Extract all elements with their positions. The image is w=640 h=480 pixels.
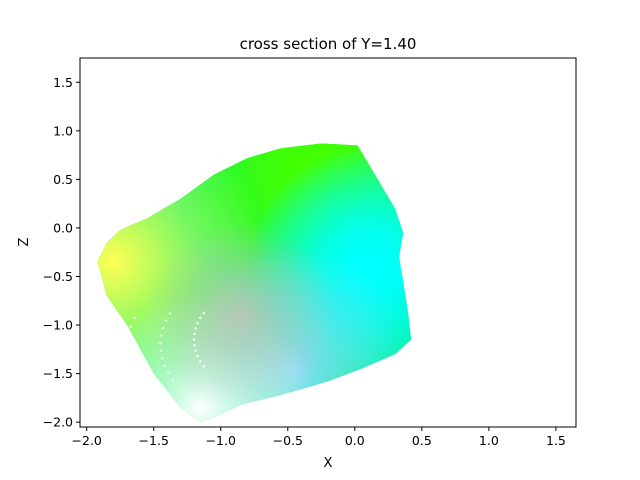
gap-dot	[199, 360, 202, 363]
gap-dot	[130, 373, 134, 376]
y-tick-label: 1.0	[53, 123, 73, 138]
gap-dot	[126, 335, 130, 338]
gap-dot	[159, 349, 163, 353]
x-tick-label: −1.0	[206, 433, 236, 448]
x-axis-label: X	[324, 456, 333, 471]
gap-dot	[129, 325, 132, 329]
x-axis: −2.0 −1.5 −1.0 −0.5 0.0 0.5 1.0 1.5	[72, 427, 566, 448]
gap-dot	[193, 343, 196, 347]
gap-dot	[126, 354, 129, 357]
color-blend	[97, 143, 412, 423]
gap-dot	[168, 312, 172, 315]
y-tick-label: −2.0	[43, 415, 73, 430]
gap-dot	[125, 344, 129, 348]
gap-dot	[196, 321, 199, 325]
gap-dot	[133, 316, 136, 319]
color-region	[97, 143, 412, 423]
plot-frame	[79, 57, 577, 428]
gap-dot	[167, 371, 170, 375]
y-tick-label: −0.5	[43, 269, 73, 284]
x-tick-label: 1.0	[479, 433, 499, 448]
y-axis: −2.0 −1.5 −1.0 −0.5 0.0 0.5 1.0 1.5	[43, 75, 80, 430]
gap-dot	[199, 316, 202, 320]
gap-dot	[202, 365, 206, 368]
y-tick-label: 1.5	[53, 75, 73, 90]
gap-dot	[161, 326, 165, 330]
gap-dot	[171, 378, 175, 381]
x-tick-label: −1.5	[139, 433, 169, 448]
x-tick-label: 1.5	[546, 433, 566, 448]
gap-dot	[163, 364, 167, 367]
y-tick-label: 0.0	[53, 220, 73, 235]
gap-dot	[193, 332, 196, 336]
gap-dot	[192, 338, 196, 341]
gap-dot	[194, 327, 197, 330]
y-tick-label: 0.5	[53, 172, 73, 187]
gap-dot	[164, 319, 168, 322]
y-tick-label: −1.0	[43, 318, 73, 333]
x-tick-label: 0.5	[412, 433, 432, 448]
gap-dot	[159, 334, 163, 337]
gap-dot	[202, 311, 206, 315]
x-tick-label: 0.0	[345, 433, 365, 448]
gap-dot	[161, 357, 164, 360]
gap-dot	[127, 364, 131, 367]
chart-title: cross section of Y=1.40	[240, 35, 417, 53]
gap-dot	[134, 382, 138, 386]
x-tick-label: −0.5	[273, 433, 303, 448]
gap-dot	[194, 349, 197, 352]
gap-dot	[196, 354, 199, 358]
x-tick-label: −2.0	[72, 433, 102, 448]
y-tick-label: −1.5	[43, 366, 73, 381]
y-axis-label: Z	[17, 237, 32, 246]
gap-dot	[159, 341, 162, 345]
